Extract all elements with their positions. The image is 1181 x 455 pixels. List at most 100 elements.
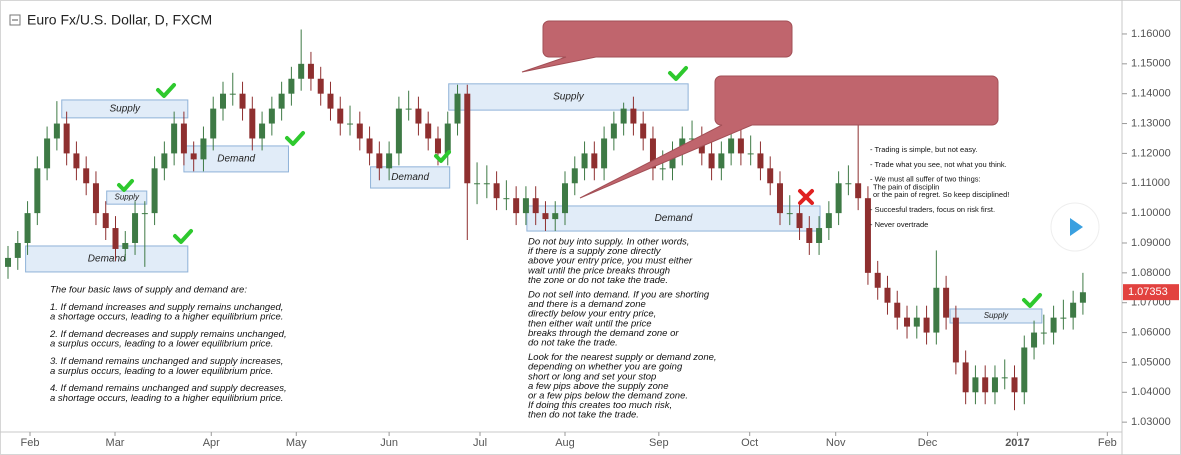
candle-body [747, 153, 754, 155]
candle-body [366, 138, 373, 154]
play-icon [1070, 218, 1083, 236]
candle-body [434, 138, 441, 154]
candle-body [649, 138, 656, 169]
candle-body [395, 108, 402, 154]
candle-body [522, 198, 529, 214]
zone-label: Demand [88, 254, 126, 265]
last-price-label: 1.07353 [1128, 286, 1168, 298]
candle-body [513, 198, 520, 214]
candle-body [298, 63, 305, 79]
candle-body [884, 287, 891, 303]
candle-body [278, 93, 285, 109]
zone [526, 205, 821, 232]
y-tick-label: 1.13000 [1131, 117, 1171, 129]
candle-body [83, 168, 90, 184]
zone-label: Supply [115, 193, 140, 202]
candle-body [581, 153, 588, 169]
play-button[interactable] [1050, 202, 1100, 252]
advice-line: above your entry price, you must either [528, 256, 693, 267]
y-tick-label: 1.08000 [1131, 267, 1171, 279]
candle-body [63, 123, 70, 154]
y-tick-label: 1.12000 [1131, 147, 1171, 159]
zone [106, 190, 148, 205]
zone [949, 308, 1043, 324]
x-tick-label: May [286, 437, 307, 449]
candle-body [483, 183, 490, 185]
candle-body [161, 153, 168, 169]
laws-line: a surplus occurs, leading to a lower equ… [50, 339, 273, 350]
candle-body [630, 108, 637, 124]
candle-body [1040, 332, 1047, 334]
candle-body [904, 317, 911, 327]
advice-line: or a few pips below the demand zone. [528, 391, 688, 402]
x-tick-label: Aug [555, 437, 575, 449]
candle-body [102, 213, 109, 229]
advice-line: do not take the trade. [528, 338, 618, 349]
zone [448, 83, 689, 111]
y-tick-label: 1.06000 [1131, 326, 1171, 338]
x-tick-label: Oct [741, 437, 758, 449]
check-mark [117, 179, 134, 192]
candle-body [1070, 302, 1077, 318]
candle-body [229, 93, 236, 95]
candle-body [1021, 347, 1028, 393]
candle-body [347, 123, 354, 125]
candle-body [190, 153, 197, 160]
candle-body [640, 123, 647, 139]
advice-line: If doing this creates too much risk, [528, 400, 672, 411]
laws-line: a shortage occurs, leading to a higher e… [50, 312, 283, 323]
candle-body [894, 302, 901, 318]
candle-body [44, 138, 51, 169]
x-tick-label: Jul [473, 437, 487, 449]
candle-body [327, 93, 334, 109]
zone-label: Supply [553, 92, 585, 103]
candle-body [200, 138, 207, 160]
candle-body [219, 93, 226, 109]
check-mark [285, 131, 305, 146]
candle-body [132, 213, 139, 243]
candle-body [562, 183, 569, 214]
candle-body [14, 242, 21, 258]
candle-body [620, 108, 627, 124]
x-tick-label: Nov [826, 437, 846, 449]
advice-line: the zone or do not take the trade. [528, 275, 668, 286]
candle-body [356, 123, 363, 139]
candle-body [1001, 377, 1008, 379]
candle-body [669, 153, 676, 169]
candle-body [415, 108, 422, 124]
candle-body [874, 272, 881, 288]
candle-body [728, 138, 735, 154]
candle-body [825, 213, 832, 229]
candle-body [259, 123, 266, 139]
candle-body [5, 257, 12, 267]
candle-body [1011, 377, 1018, 393]
advice-line: short or long and set your stop [528, 371, 656, 382]
candle-body [610, 123, 617, 139]
candle-body [913, 317, 920, 327]
candle-body [982, 377, 989, 393]
candle-body [444, 123, 451, 154]
candle-body [317, 78, 324, 94]
zone-label: Demand [391, 172, 429, 183]
candle-body [952, 317, 959, 363]
y-tick-label: 1.03000 [1131, 416, 1171, 428]
candle-body [532, 198, 539, 214]
laws-line: 4. If demand remains unchanged and suppl… [50, 383, 287, 394]
check-mark [156, 83, 176, 98]
laws-line: 3. If demand remains unchanged and suppl… [50, 356, 283, 367]
cross-mark [798, 189, 814, 205]
candle-body [239, 93, 246, 109]
advice-line: Look for the nearest supply or demand zo… [528, 352, 717, 363]
notes-line: - Trading is simple, but not easy. [870, 145, 977, 154]
candle-body [737, 138, 744, 154]
candle-body [405, 108, 412, 110]
candle-body [1079, 292, 1086, 303]
zone-label: Demand [655, 213, 693, 224]
candle-body [767, 168, 774, 184]
zone-label: Supply [984, 311, 1009, 320]
candle-body [806, 228, 813, 243]
laws-line: 1. If demand increases and supply remain… [50, 302, 283, 313]
y-tick-label: 1.16000 [1131, 28, 1171, 40]
candle-body [835, 183, 842, 214]
